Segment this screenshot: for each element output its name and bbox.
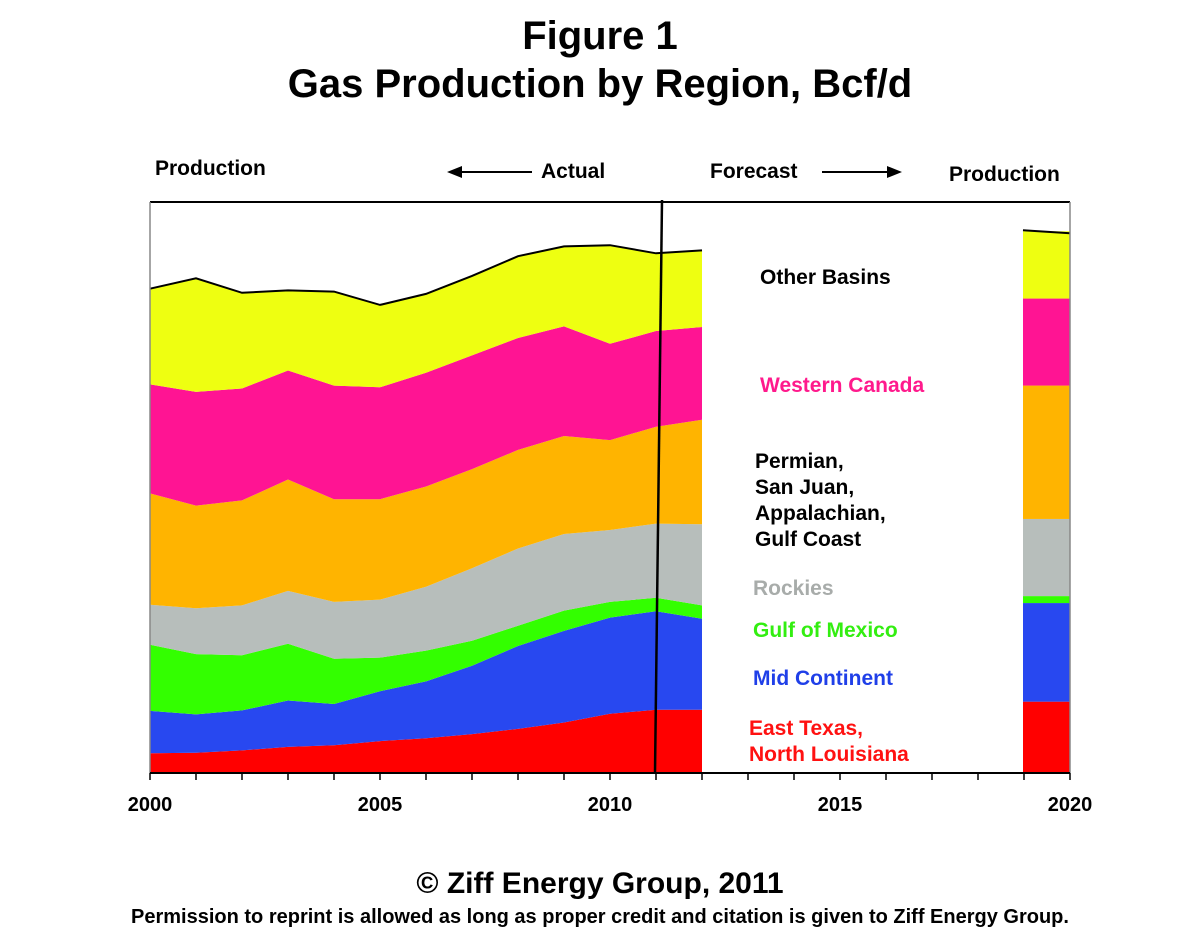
bar-2020-segment-6 — [1023, 231, 1070, 299]
bar-2020-segment-3 — [1023, 518, 1070, 597]
chart-title: Gas Production by Region, Bcf/d — [287, 62, 913, 106]
legend-label-3: Rockies — [753, 576, 834, 602]
right-production-label: Production — [949, 163, 1060, 186]
legend-line: Mid Continent — [753, 667, 893, 690]
legend-line: Rockies — [753, 577, 834, 600]
legend-label-0: Other Basins — [760, 265, 891, 291]
legend-line: Permian, — [755, 450, 844, 473]
bar-2020-top-outline — [1022, 229, 1071, 235]
legend-line: East Texas, — [749, 717, 864, 740]
bar-2020-segment-2 — [1023, 596, 1070, 604]
x-tick-label-2000: 2000 — [128, 794, 173, 816]
x-tick-label-2010: 2010 — [588, 794, 633, 816]
figure-number: Figure 1 — [522, 14, 678, 58]
legend-label-5: Mid Continent — [753, 666, 893, 692]
bar-2020-segment-5 — [1023, 298, 1070, 386]
area-series-2 — [150, 597, 702, 715]
copyright-notice: © Ziff Energy Group, 2011 — [416, 867, 784, 900]
bar-2020-segment-0 — [1023, 701, 1070, 773]
stacked-area-chart: 2000 2005 2010 2015 2020 — [128, 166, 1093, 816]
actual-label: Actual — [541, 160, 606, 183]
legend-label-4: Gulf of Mexico — [753, 618, 898, 644]
forecast-divider-line — [653, 199, 664, 774]
x-tick-label-2005: 2005 — [358, 794, 403, 816]
x-tick-label-2015: 2015 — [818, 794, 863, 816]
area-series-3 — [150, 523, 702, 659]
legend-line: San Juan, — [755, 476, 855, 499]
area-series-0 — [150, 709, 702, 773]
x-tick-label-2020: 2020 — [1048, 794, 1093, 816]
legend-label-1: Western Canada — [760, 373, 924, 399]
forecast-label: Forecast — [710, 160, 798, 183]
legend-label-2: Permian, San Juan, Appalachian, Gulf Coast — [755, 449, 886, 553]
legend-line: Gulf Coast — [755, 528, 862, 551]
forecast-arrowhead-icon — [887, 166, 902, 178]
left-production-label: Production — [155, 157, 266, 180]
area-series-5 — [150, 326, 702, 506]
legend-line: Other Basins — [760, 266, 891, 289]
area-series-4 — [150, 419, 702, 609]
area-series-6 — [150, 245, 702, 392]
bar-2020-segment-1 — [1023, 603, 1070, 702]
area-series-1 — [150, 611, 702, 754]
permission-notice: Permission to reprint is allowed as long… — [131, 906, 1069, 928]
legend-line: Gulf of Mexico — [753, 619, 898, 642]
legend-line: North Louisiana — [749, 743, 909, 766]
total-outline — [149, 244, 703, 306]
bar-2020-segment-4 — [1023, 385, 1070, 519]
legend-label-6: East Texas, North Louisiana — [749, 716, 909, 768]
legend-line: Appalachian, — [755, 502, 886, 525]
actual-arrowhead-icon — [447, 166, 462, 178]
legend-line: Western Canada — [760, 374, 925, 397]
